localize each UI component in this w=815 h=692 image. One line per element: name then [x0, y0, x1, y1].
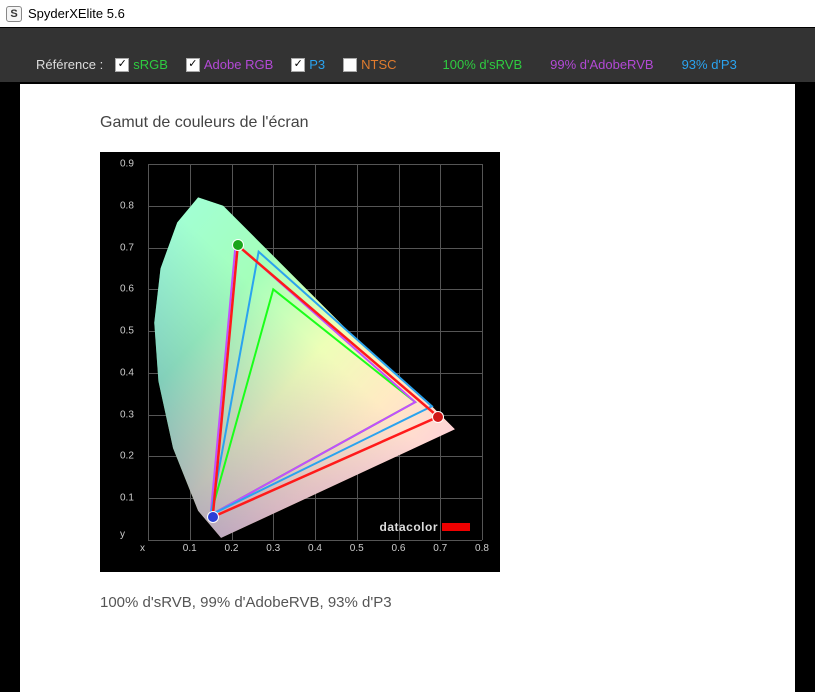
x-tick-label: 0.1 [183, 543, 197, 554]
section-title: Gamut de couleurs de l'écran [100, 114, 795, 132]
window-title: SpyderXElite 5.6 [28, 6, 125, 21]
y-tick-label: 0.9 [120, 159, 134, 170]
reference-option-srgb[interactable]: sRGB [115, 57, 168, 72]
checkbox-icon[interactable] [291, 58, 305, 72]
reference-option-adobe-rgb[interactable]: Adobe RGB [186, 57, 273, 72]
content-area: Gamut de couleurs de l'écran x y datacol… [20, 84, 795, 692]
checkbox-icon[interactable] [115, 58, 129, 72]
checkbox-icon[interactable] [186, 58, 200, 72]
axis-x-label: x [140, 543, 145, 554]
reference-option-label: NTSC [361, 57, 396, 72]
x-tick-label: 0.2 [225, 543, 239, 554]
y-tick-label: 0.7 [120, 242, 134, 253]
reference-option-label: P3 [309, 57, 325, 72]
x-tick-label: 0.3 [266, 543, 280, 554]
x-tick-label: 0.8 [475, 543, 489, 554]
measured-vertex-dot [432, 411, 444, 423]
x-tick-label: 0.7 [433, 543, 447, 554]
reference-option-label: Adobe RGB [204, 57, 273, 72]
reference-option-p3[interactable]: P3 [291, 57, 325, 72]
app-icon: S [6, 6, 22, 22]
summary-text: 100% d'sRVB, 99% d'AdobeRVB, 93% d'P3 [100, 594, 795, 611]
reference-label: Référence : [36, 57, 103, 72]
reference-toolbar: Référence : sRGB Adobe RGB P3 NTSC 100% d's… [0, 28, 815, 84]
gamut-chart: x y datacolor 0.1 0.2 0.3 0.4 0.5 0.6 0.7 0.8 0.… [100, 152, 500, 572]
reference-option-label: sRGB [133, 57, 168, 72]
coverage-stat: 99% d'AdobeRVB [550, 57, 653, 72]
y-tick-label: 0.1 [120, 493, 134, 504]
watermark: datacolor [379, 520, 470, 534]
reference-option-ntsc[interactable]: NTSC [343, 57, 396, 72]
y-tick-label: 0.2 [120, 451, 134, 462]
coverage-stat: 100% d'sRVB [443, 57, 523, 72]
axis-y-label: y [120, 529, 125, 540]
x-tick-label: 0.5 [350, 543, 364, 554]
checkbox-icon[interactable] [343, 58, 357, 72]
measured-vertex-dot [207, 511, 219, 523]
x-tick-label: 0.4 [308, 543, 322, 554]
y-tick-label: 0.6 [120, 284, 134, 295]
x-tick-label: 0.6 [392, 543, 406, 554]
y-tick-label: 0.5 [120, 326, 134, 337]
y-tick-label: 0.4 [120, 367, 134, 378]
app-body: Référence : sRGB Adobe RGB P3 NTSC 100% d's… [0, 28, 815, 692]
titlebar: S SpyderXElite 5.6 [0, 0, 815, 28]
chromaticity-plot [148, 164, 482, 540]
measured-vertex-dot [232, 239, 244, 251]
y-tick-label: 0.8 [120, 200, 134, 211]
coverage-stat: 93% d'P3 [682, 57, 737, 72]
y-tick-label: 0.3 [120, 409, 134, 420]
